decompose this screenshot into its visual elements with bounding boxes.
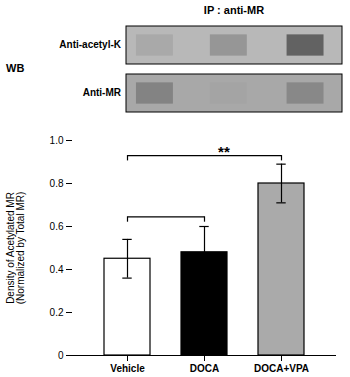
svg-text:Density of Acetylated MR(Norma: Density of Acetylated MR(Normalized by T…: [5, 192, 26, 305]
svg-text:DOCA: DOCA: [190, 363, 219, 374]
svg-text:0: 0: [58, 350, 64, 361]
svg-text:Anti-MR: Anti-MR: [83, 87, 122, 98]
svg-text:0.4: 0.4: [50, 264, 64, 275]
svg-text:**: **: [218, 143, 230, 160]
svg-text:DOCA+VPA: DOCA+VPA: [254, 363, 309, 374]
svg-text:1.0: 1.0: [50, 135, 64, 146]
svg-text:0.6: 0.6: [50, 221, 64, 232]
svg-text:IP : anti-MR: IP : anti-MR: [204, 4, 264, 16]
svg-text:0.8: 0.8: [50, 178, 64, 189]
svg-text:WB: WB: [6, 62, 24, 74]
svg-text:Anti-acetyl-K: Anti-acetyl-K: [59, 39, 121, 50]
svg-text:0.2: 0.2: [50, 307, 64, 318]
svg-text:Vehicle: Vehicle: [110, 363, 145, 374]
